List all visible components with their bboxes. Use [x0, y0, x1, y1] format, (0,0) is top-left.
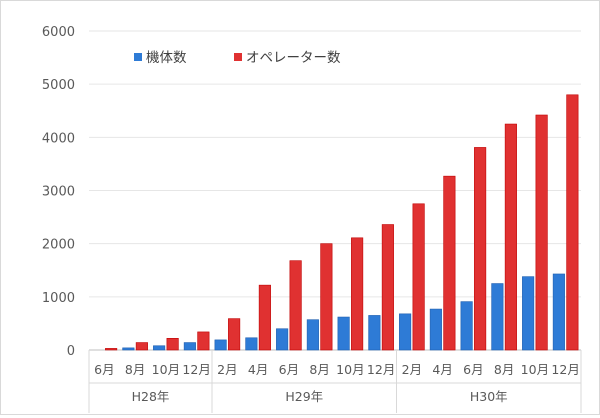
- x-tick-label: 10月: [521, 362, 549, 377]
- bar-operators: [197, 331, 210, 351]
- bar-aircraft: [552, 273, 565, 351]
- bar-aircraft: [429, 308, 442, 351]
- bar-aircraft: [306, 319, 319, 351]
- bar-operators: [258, 284, 271, 351]
- y-tick-label: 5000: [42, 78, 75, 93]
- bar-operators: [381, 224, 394, 351]
- bar-operators: [504, 123, 517, 351]
- bar-operators: [166, 338, 179, 351]
- legend-label: オペレーター数: [246, 50, 341, 66]
- bar-aircraft: [183, 342, 196, 351]
- y-tick-label: 0: [67, 344, 75, 359]
- bar-aircraft: [122, 347, 135, 351]
- x-tick-label: 12月: [182, 362, 210, 377]
- x-tick-label: 8月: [494, 362, 514, 377]
- bar-operators: [105, 348, 118, 351]
- bar-aircraft: [276, 328, 289, 351]
- x-tick-label: 4月: [248, 362, 268, 377]
- bar-aircraft: [337, 316, 350, 351]
- x-tick-label: 6月: [279, 362, 299, 377]
- y-tick-label: 4000: [42, 131, 75, 146]
- bar-operators: [228, 318, 241, 351]
- x-tick-label: 10月: [152, 362, 180, 377]
- x-tick-label: 6月: [94, 362, 114, 377]
- bar-operators: [320, 243, 333, 351]
- y-tick-label: 1000: [42, 291, 75, 306]
- bar-operators: [566, 94, 579, 351]
- x-tick-label: 8月: [125, 362, 145, 377]
- bar-operators: [474, 147, 487, 351]
- bar-aircraft: [153, 345, 166, 351]
- bar-operators: [412, 203, 425, 351]
- group-label: H30年: [470, 389, 508, 404]
- group-label: H28年: [132, 389, 170, 404]
- bar-aircraft: [214, 339, 227, 351]
- y-tick-label: 2000: [42, 238, 75, 253]
- legend-label: 機体数: [146, 50, 187, 66]
- legend-swatch: [234, 53, 242, 61]
- bar-operators: [535, 114, 548, 351]
- y-tick-label: 6000: [42, 25, 75, 40]
- x-tick-label: 2月: [402, 362, 422, 377]
- bar-aircraft: [522, 276, 535, 351]
- x-tick-label: 12月: [551, 362, 579, 377]
- bar-aircraft: [399, 313, 412, 351]
- bar-aircraft: [491, 283, 504, 351]
- x-tick-label: 2月: [217, 362, 237, 377]
- y-tick-label: 3000: [42, 185, 75, 200]
- x-tick-label: 12月: [367, 362, 395, 377]
- bar-operators: [289, 260, 302, 351]
- x-tick-label: 8月: [309, 362, 329, 377]
- x-tick-label: 10月: [336, 362, 364, 377]
- bar-operators: [135, 342, 148, 351]
- x-tick-label: 6月: [463, 362, 483, 377]
- x-tick-label: 4月: [432, 362, 452, 377]
- bar-operators: [351, 237, 364, 351]
- legend-swatch: [134, 53, 142, 61]
- bar-operators: [443, 175, 456, 351]
- bar-aircraft: [460, 301, 473, 351]
- group-label: H29年: [285, 389, 323, 404]
- bar-aircraft: [368, 315, 381, 351]
- bar-aircraft: [245, 337, 258, 351]
